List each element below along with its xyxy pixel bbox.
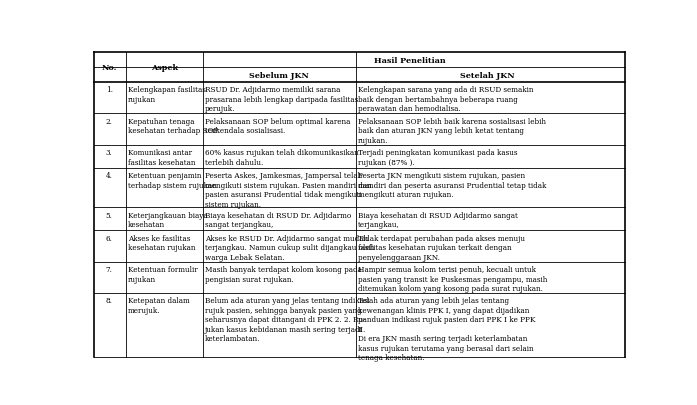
Text: 60% kasus rujukan telah dikomunikasikan
terlebih dahulu.: 60% kasus rujukan telah dikomunikasikan … <box>205 149 359 166</box>
Text: RSUD Dr. Adjidarmo memiliki sarana
prasarana lebih lengkap daripada fasilitas
pe: RSUD Dr. Adjidarmo memiliki sarana prasa… <box>205 86 358 113</box>
Text: Biaya kesehatan di RSUD Adjidarmo sangat
terjangkau,: Biaya kesehatan di RSUD Adjidarmo sangat… <box>358 211 518 229</box>
Text: Biaya kesehatan di RSUD Dr. Adjidarmo
sangat terjangkau,: Biaya kesehatan di RSUD Dr. Adjidarmo sa… <box>205 211 351 229</box>
Text: Hasil Penelitian: Hasil Penelitian <box>374 57 445 65</box>
Text: Keterjangkauan biaya
kesehatan: Keterjangkauan biaya kesehatan <box>128 211 207 229</box>
Text: 3.: 3. <box>106 149 113 157</box>
Text: Hampir semua kolom terisi penuh, kecuali untuk
pasien yang transit ke Puskesmas : Hampir semua kolom terisi penuh, kecuali… <box>358 265 547 292</box>
Text: Ketentuan penjamin
terhadap sistem rujukan: Ketentuan penjamin terhadap sistem rujuk… <box>128 172 217 189</box>
Text: Komunikasi antar
fasilitas kesehatan: Komunikasi antar fasilitas kesehatan <box>128 149 195 166</box>
Text: Telah ada aturan yang lebih jelas tentang
kewenangan klinis PPK I, yang dapat di: Telah ada aturan yang lebih jelas tentan… <box>358 296 535 362</box>
Text: Akses ke fasilitas
kesehatan rujukan: Akses ke fasilitas kesehatan rujukan <box>128 234 195 252</box>
Text: Akses ke RSUD Dr. Adjidarmo sangat mudah
terjangkau. Namun cukup sulit dijangkau: Akses ke RSUD Dr. Adjidarmo sangat mudah… <box>205 234 374 261</box>
Text: Setelah JKN: Setelah JKN <box>459 72 514 79</box>
Text: Terjadi peningkatan komunikasi pada kasus
rujukan (87% ).: Terjadi peningkatan komunikasi pada kasu… <box>358 149 517 166</box>
Text: Aspek: Aspek <box>151 64 178 72</box>
Text: Kelengkapan fasilitas
rujukan: Kelengkapan fasilitas rujukan <box>128 86 206 104</box>
Text: Peserta Askes, Jamkesmas, Jampersal telah
mengikuti sistem rujukan. Pasien mandi: Peserta Askes, Jamkesmas, Jampersal tela… <box>205 172 372 208</box>
Text: Masih banyak terdapat kolom kosong pada
pengisian surat rujukan.: Masih banyak terdapat kolom kosong pada … <box>205 265 362 283</box>
Text: Tidak terdapat perubahan pada akses menuju
fasilitas kesehatan rujukan terkait d: Tidak terdapat perubahan pada akses menu… <box>358 234 525 261</box>
Text: 2.: 2. <box>106 117 113 126</box>
Text: Ketentuan formulir
rujukan: Ketentuan formulir rujukan <box>128 265 197 283</box>
Text: Kepatuhan tenaga
kesehatan terhadap SOP: Kepatuhan tenaga kesehatan terhadap SOP <box>128 117 218 135</box>
Text: 6.: 6. <box>106 234 113 242</box>
Text: Pelaksanaan SOP lebih baik karena sosialisasi lebih
baik dan aturan JKN yang leb: Pelaksanaan SOP lebih baik karena sosial… <box>358 117 546 145</box>
Text: Peserta JKN mengikuti sistem rujukan, pasien
mandiri dan peserta asuransi Pruden: Peserta JKN mengikuti sistem rujukan, pa… <box>358 172 546 199</box>
Text: 8.: 8. <box>106 296 113 305</box>
Text: Belum ada aturan yang jelas tentang indikasi
rujuk pasien, sehingga banyak pasie: Belum ada aturan yang jelas tentang indi… <box>205 296 369 343</box>
Text: No.: No. <box>102 64 117 72</box>
Text: 4.: 4. <box>106 172 113 180</box>
Text: 5.: 5. <box>106 211 113 219</box>
Text: Ketepatan dalam
merujuk.: Ketepatan dalam merujuk. <box>128 296 190 314</box>
Text: 7.: 7. <box>106 265 113 273</box>
Text: Sebelum JKN: Sebelum JKN <box>250 72 309 79</box>
Text: Kelengkapan sarana yang ada di RSUD semakin
baik dengan bertambahnya beberapa ru: Kelengkapan sarana yang ada di RSUD sema… <box>358 86 533 113</box>
Text: Pelaksanaan SOP belum optimal karena
terkendala sosialisasi.: Pelaksanaan SOP belum optimal karena ter… <box>205 117 351 135</box>
Text: 1.: 1. <box>106 86 113 94</box>
